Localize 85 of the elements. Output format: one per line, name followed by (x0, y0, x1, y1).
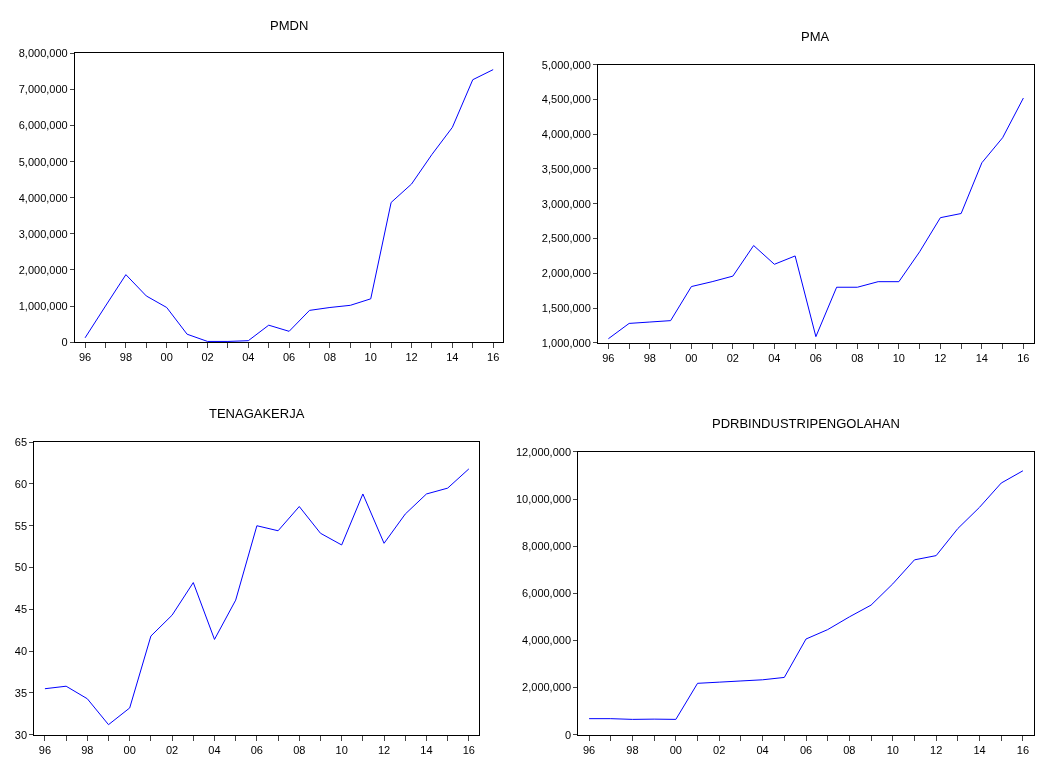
x-tick-label: 02 (165, 743, 179, 756)
y-tick-label: 35 (14, 686, 28, 699)
x-tick-label: 08 (323, 351, 337, 364)
x-tick-label: 16 (1017, 352, 1030, 365)
y-tick-label: 30 (14, 728, 28, 741)
x-tick-label: 10 (886, 743, 899, 756)
y-tick-label: 10,000,000 (515, 492, 572, 505)
x-tick-label: 00 (669, 743, 682, 756)
line-series (588, 470, 1024, 720)
y-tick-label: 4,000,000 (522, 634, 572, 647)
y-tick-label: 1,500,000 (541, 301, 591, 314)
y-tick-label: 6,000,000 (522, 587, 572, 600)
y-tick-label: 0 (61, 336, 68, 348)
x-tick-label: 00 (685, 352, 698, 365)
x-tick-label: 08 (851, 352, 864, 365)
chart-title: PMA (801, 29, 830, 44)
y-tick-label: 60 (14, 477, 28, 490)
x-tick-label: 12 (377, 743, 391, 756)
y-tick-label: 0 (564, 728, 572, 741)
x-tick-label: 10 (892, 352, 906, 365)
x-tick-label: 14 (446, 351, 459, 364)
chart-title: PDRBINDUSTRIPENGOLAHAN (712, 416, 900, 431)
x-tick-label: 04 (242, 351, 255, 364)
x-tick-label: 12 (405, 351, 418, 364)
x-tick-label: 96 (602, 352, 615, 365)
x-tick-label: 96 (582, 743, 596, 756)
y-tick-label: 2,500,000 (541, 232, 591, 245)
x-tick-label: 14 (420, 743, 433, 756)
chart-title: TENAGAKERJA (209, 406, 305, 421)
y-tick-label: 2,000,000 (18, 263, 68, 276)
x-tick-label: 00 (123, 743, 136, 756)
x-tick-label: 16 (462, 743, 475, 756)
x-tick-label: 06 (250, 743, 264, 756)
x-tick-label: 06 (282, 351, 296, 364)
x-tick-label: 02 (201, 351, 214, 364)
y-tick-label: 4,500,000 (541, 93, 591, 106)
x-tick-label: 10 (364, 351, 377, 364)
line-series (44, 468, 470, 726)
x-tick-label: 16 (1016, 743, 1030, 756)
y-tick-label: 50 (14, 561, 28, 574)
x-tick-label: 16 (487, 351, 500, 364)
y-tick-label: 65 (14, 436, 28, 449)
x-tick-label: 14 (973, 743, 986, 756)
y-tick-label: 55 (14, 519, 28, 532)
x-tick-label: 04 (756, 743, 769, 756)
x-tick-label: 12 (930, 743, 943, 756)
x-tick-label: 02 (713, 743, 726, 756)
x-tick-label: 98 (119, 351, 133, 364)
y-tick-label: 5,000,000 (18, 155, 68, 168)
x-tick-label: 04 (208, 743, 221, 756)
x-tick-label: 98 (81, 743, 94, 756)
y-tick-label: 8,000,000 (18, 47, 68, 60)
x-tick-label: 02 (726, 352, 740, 365)
y-tick-label: 6,000,000 (18, 119, 68, 132)
x-tick-label: 08 (293, 743, 306, 756)
y-tick-label: 8,000,000 (522, 540, 572, 553)
x-tick-label: 00 (160, 351, 173, 364)
y-tick-label: 45 (14, 603, 28, 616)
x-tick-label: 98 (626, 743, 639, 756)
y-tick-label: 5,000,000 (541, 58, 591, 71)
y-tick-label: 1,000,000 (541, 336, 591, 349)
y-tick-label: 4,000,000 (541, 128, 591, 141)
y-tick-label: 12,000,000 (515, 445, 572, 458)
line-series (607, 97, 1024, 340)
line-series (84, 69, 494, 342)
x-tick-label: 12 (934, 352, 947, 365)
chart-title: PMDN (270, 18, 309, 33)
x-tick-label: 96 (38, 743, 52, 756)
y-tick-label: 1,000,000 (18, 299, 68, 312)
x-tick-label: 06 (809, 352, 823, 365)
x-tick-label: 10 (335, 743, 348, 756)
x-tick-label: 14 (975, 352, 989, 365)
y-tick-label: 7,000,000 (18, 83, 68, 96)
y-tick-label: 3,000,000 (18, 227, 68, 240)
x-tick-label: 08 (843, 743, 856, 756)
x-tick-label: 06 (799, 743, 813, 756)
x-tick-label: 04 (768, 352, 781, 365)
x-tick-label: 98 (643, 352, 657, 365)
x-tick-label: 96 (78, 351, 92, 364)
y-tick-label: 4,000,000 (18, 191, 68, 204)
y-tick-label: 3,000,000 (541, 197, 591, 210)
y-tick-label: 3,500,000 (541, 162, 591, 175)
y-tick-label: 2,000,000 (541, 267, 591, 280)
y-tick-label: 2,000,000 (522, 681, 572, 694)
y-tick-label: 40 (14, 644, 28, 657)
